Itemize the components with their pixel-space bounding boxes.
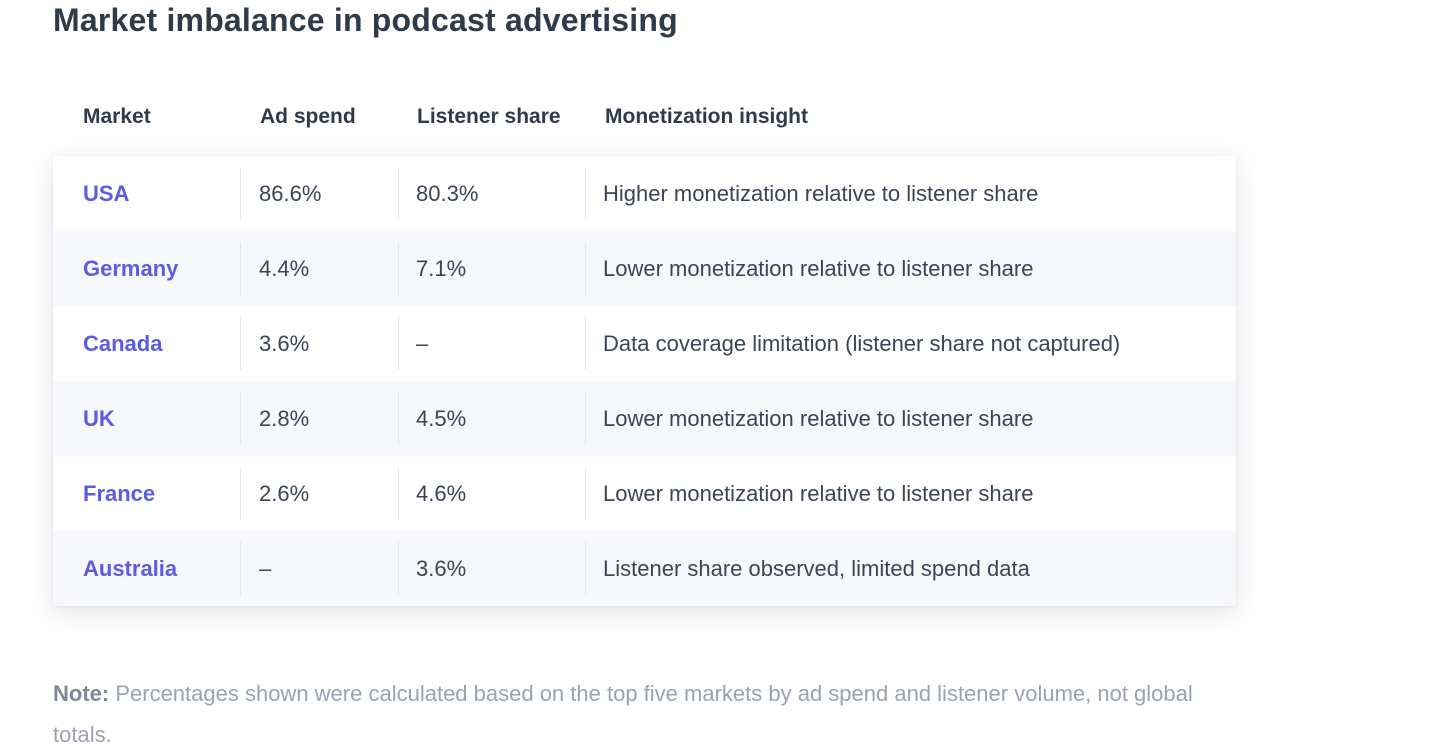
column-divider — [398, 542, 399, 595]
ad-spend-cell: – — [259, 556, 272, 581]
table-row: Australia – 3.6% Listener share observed… — [53, 531, 1236, 606]
header-ad-spend: Ad spend — [260, 105, 356, 128]
market-cell: USA — [83, 181, 130, 206]
listener-share-cell: 80.3% — [416, 181, 479, 206]
market-cell: Germany — [83, 256, 179, 281]
table-row: UK 2.8% 4.5% Lower monetization relative… — [53, 381, 1236, 456]
column-divider — [240, 242, 241, 295]
insight-cell: Lower monetization relative to listener … — [603, 481, 1034, 506]
header-listener-share: Listener share — [417, 105, 561, 128]
table-row: Canada 3.6% – Data coverage limitation (… — [53, 306, 1236, 381]
column-divider — [398, 167, 399, 220]
column-divider — [585, 317, 586, 370]
table-row: France 2.6% 4.6% Lower monetization rela… — [53, 456, 1236, 531]
column-divider — [585, 167, 586, 220]
page-title: Market imbalance in podcast advertising — [53, 2, 678, 38]
table-row: Germany 4.4% 7.1% Lower monetization rel… — [53, 231, 1236, 306]
column-divider — [585, 392, 586, 445]
column-divider — [240, 542, 241, 595]
market-cell: Australia — [83, 556, 178, 581]
listener-share-cell: 7.1% — [416, 256, 467, 281]
table-row: USA 86.6% 80.3% Higher monetization rela… — [53, 156, 1236, 231]
insight-cell: Lower monetization relative to listener … — [603, 406, 1034, 431]
insight-cell: Lower monetization relative to listener … — [603, 256, 1034, 281]
column-divider — [398, 467, 399, 520]
column-divider — [240, 167, 241, 220]
column-divider — [240, 317, 241, 370]
note-text: Percentages shown were calculated based … — [53, 681, 1193, 747]
insight-cell: Listener share observed, limited spend d… — [603, 556, 1030, 581]
column-divider — [585, 467, 586, 520]
market-cell: UK — [83, 406, 115, 431]
header-monetization-insight: Monetization insight — [605, 105, 808, 128]
column-divider — [585, 242, 586, 295]
header-market: Market — [83, 105, 151, 128]
listener-share-cell: – — [416, 331, 429, 356]
column-divider — [585, 542, 586, 595]
ad-spend-cell: 86.6% — [259, 181, 322, 206]
market-cell: Canada — [83, 331, 163, 356]
column-divider — [398, 242, 399, 295]
column-divider — [240, 467, 241, 520]
listener-share-cell: 4.5% — [416, 406, 467, 431]
insight-cell: Higher monetization relative to listener… — [603, 181, 1039, 206]
ad-spend-cell: 3.6% — [259, 331, 310, 356]
footnote: Note: Percentages shown were calculated … — [53, 673, 1253, 755]
column-divider — [398, 317, 399, 370]
data-table: USA 86.6% 80.3% Higher monetization rela… — [53, 156, 1236, 606]
table-header: Market Ad spend Listener share Monetizat… — [53, 100, 1236, 134]
market-cell: France — [83, 481, 156, 506]
listener-share-cell: 4.6% — [416, 481, 467, 506]
insight-cell: Data coverage limitation (listener share… — [603, 331, 1121, 356]
column-divider — [240, 392, 241, 445]
ad-spend-cell: 4.4% — [259, 256, 310, 281]
ad-spend-cell: 2.6% — [259, 481, 310, 506]
column-divider — [398, 392, 399, 445]
note-label: Note: — [53, 681, 110, 706]
listener-share-cell: 3.6% — [416, 556, 467, 581]
ad-spend-cell: 2.8% — [259, 406, 310, 431]
